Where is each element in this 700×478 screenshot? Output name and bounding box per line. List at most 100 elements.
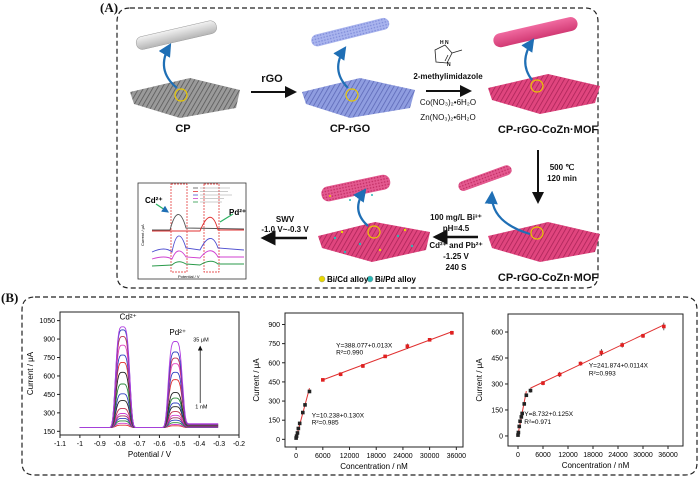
inset-curve [152,214,245,231]
x-tick-label: 36000 [447,453,467,460]
x-tick-label: 18000 [583,452,603,459]
cd-calibration-chart: 0 6000 12000 18000 24000 30000 36000 0 150 300 450… [252,312,467,471]
y-axis-label: Current / μA [252,358,261,402]
zoom-ring-icon [530,79,544,93]
plot-area [284,312,464,448]
y-axis-label: Current / μA [475,358,484,402]
conc-top-label: 35 μM [193,338,209,344]
zoom-ring-icon [367,225,381,239]
fit-equation-2: Y=241.874+0.0114X [589,363,649,370]
data-point [321,378,325,382]
y-tick-label: 300 [43,410,55,417]
x-tick-label: -0.7 [134,441,146,448]
y-tick-label: 150 [268,418,280,425]
data-point [295,431,300,435]
x-tick-label: -0.6 [153,441,165,448]
y-tick-label: 0 [276,437,280,444]
panel-b-frame [21,296,698,476]
x-tick-label: 24000 [608,452,628,459]
stage-cp-label: CP [175,123,191,135]
data-point [541,381,545,385]
data-point [338,372,343,377]
data-point [578,361,583,366]
swv-curve-16 [79,329,219,429]
potential-label: -1.25 V [443,252,469,261]
y-tick-label: 450 [491,356,503,363]
data-point [641,334,645,338]
x-axis-label: Concentration / nM [562,461,630,470]
x-tick-label: -0.3 [213,441,225,448]
data-point [517,424,522,429]
inset-curve [151,260,244,267]
x-tick-label: 12000 [340,453,360,460]
data-point [599,350,604,355]
fit-r2-1: R²=0.985 [312,420,339,427]
x-tick-label: -1.1 [54,441,66,448]
inset-xlabel: Potential / V [178,274,200,279]
mof-fiber [493,17,578,48]
data-point [516,430,521,435]
data-point [297,421,302,426]
zoom-ring-icon [174,88,188,102]
fit-r2-1: R²=0.971 [524,419,551,426]
molecule-n-label: N [447,62,451,68]
swv-label: SWV [275,215,295,224]
y-tick-label: 600 [268,360,280,367]
bipd-legend-label: Bi/Pd alloy [375,275,416,284]
stage-mof-label-2: CP-rGO-CoZn·MOF [497,272,599,284]
x-tick-label: -0.4 [193,441,205,448]
fit-r2-2: R²=0.993 [589,370,616,377]
x-axis-label: Concentration / nM [340,462,408,471]
data-point [294,436,298,440]
data-point [520,411,524,416]
y-axis-label: Current / μA [26,351,35,395]
inset-chart: Cd²⁺ Pd²⁺ Current / μA Potential / V [137,182,247,280]
fit-equation-1: Y=10.238+0.130X [312,413,365,420]
zoom-arrow-icon [521,38,535,81]
data-point [296,426,301,431]
data-point [522,402,527,406]
swv-curve-14 [79,344,219,429]
annealed-fiber [458,165,512,191]
stage-mof-label: CP-rGO-CoZn·MOF [497,124,599,136]
x-axis-label: Potential / V [128,450,172,459]
y-tick-label: 0 [499,433,503,440]
cd-peak-label: Cd²⁺ [120,312,137,321]
alloy-particles [333,194,414,254]
y-tick-label: 600 [43,373,55,380]
x-tick-label: -1 [77,441,83,448]
x-tick-label: 18000 [366,453,386,460]
swv-chart: -1.1 -1 -0.9 -0.8 -0.7 -0.6 -0.5 -0.4 -0.3 -0.2 15… [26,311,245,459]
fit-equation-1: Y=8.732+0.125X [524,411,573,418]
alloy-mat [318,222,430,262]
x-tick-label: 30000 [633,452,653,459]
data-point [294,434,299,438]
zoom-ring-icon [530,226,544,240]
inset-curve [151,235,245,253]
bicd-legend-label: Bi/Cd alloy [327,275,369,284]
plot-area [59,311,240,436]
anneal-temp-label: 500 ℃ [549,163,575,172]
x-tick-label: -0.9 [94,441,106,448]
zoom-arrow-icon [353,188,369,227]
panel-a-frame [116,7,599,289]
y-tick-label: 750 [43,355,55,362]
data-point [405,344,410,348]
zoom-arrow-icon [484,190,531,236]
cp-rgo-cozn-mof-mat-2 [488,222,600,262]
ph-label: pH=4.5 [442,224,470,233]
x-tick-label: -0.5 [173,441,185,448]
ions-label: Cd²⁺ and Pb²⁺ [429,241,483,250]
swv-curve-13 [79,354,219,429]
data-point [427,338,432,342]
rgo-step-label: rGO [261,73,283,85]
y-tick-label: 300 [268,399,280,406]
swv-curve-17 [79,326,219,429]
cp-rgo-mat [302,78,415,118]
x-tick-label: -0.2 [233,441,245,448]
data-point [519,415,524,419]
y-tick-label: 150 [43,429,55,436]
panel-a-label: (A) [100,0,119,15]
cp-mat [130,78,240,118]
